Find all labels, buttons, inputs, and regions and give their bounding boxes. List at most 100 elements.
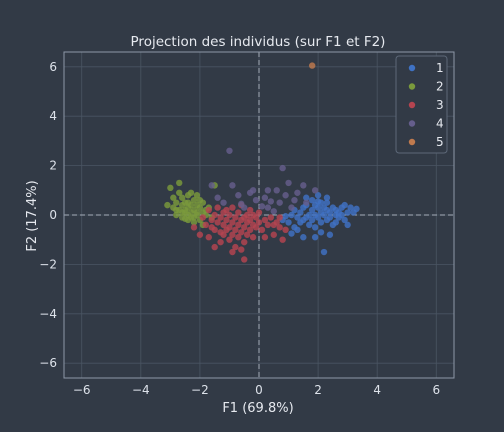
scatter-point-series-1 [300, 234, 307, 241]
x-axis-label: F1 (69.8%) [222, 401, 293, 416]
x-tick-label: 2 [314, 383, 322, 397]
x-tick-label: −6 [73, 383, 91, 397]
scatter-point-series-3 [235, 234, 242, 241]
scatter-point-series-2 [176, 189, 183, 196]
scatter-point-series-1 [344, 209, 351, 216]
scatter-point-series-3 [235, 209, 242, 216]
scatter-point-series-1 [332, 219, 340, 226]
scatter-point-series-4 [279, 164, 286, 172]
scatter-point-series-1 [314, 204, 322, 211]
scatter-point-series-1 [326, 231, 334, 238]
y-tick-label: −2 [39, 257, 57, 271]
legend: 1 2 3 4 5 [395, 55, 448, 154]
scatter-point-series-3 [241, 238, 248, 246]
scatter-point-series-4 [300, 182, 307, 189]
scatter-point-series-3 [264, 221, 272, 229]
scatter-point-series-1 [353, 205, 360, 213]
scatter-point-series-3 [270, 231, 277, 238]
y-tick-labels: −6 −4 −2 0 2 4 6 [39, 60, 57, 370]
scatter-point-series-3 [246, 206, 254, 214]
scatter-point-series-1 [306, 221, 313, 229]
scatter-point-series-1 [326, 209, 334, 216]
scatter-point-series-4 [288, 204, 295, 211]
chart-title: Projection des individus (sur F1 et F2) [131, 34, 386, 50]
scatter-point-series-1 [320, 248, 328, 256]
scatter-point-series-3 [205, 234, 212, 241]
scatter-point-series-4 [235, 192, 242, 199]
scatter-point-series-3 [241, 256, 248, 263]
scatter-point-series-4 [261, 194, 269, 201]
scatter-point-series-3 [226, 211, 233, 219]
scatter-point-series-1 [306, 211, 313, 219]
scatter-point-series-1 [323, 199, 331, 206]
scatter-point-series-2 [167, 184, 174, 192]
scatter-point-series-4 [282, 192, 289, 199]
scatter-point-series-3 [226, 224, 233, 231]
scatter-point-series-4 [220, 199, 227, 206]
scatter-point-series-3 [249, 234, 257, 241]
scatter-point-series-3 [229, 231, 236, 238]
scatter-point-series-3 [223, 216, 230, 224]
scatter-point-series-1 [341, 216, 348, 224]
scatter-point-series-1 [314, 192, 322, 199]
scatter-point-series-3 [255, 209, 263, 216]
scatter-point-series-4 [270, 208, 277, 215]
scatter-point-series-3 [220, 231, 227, 238]
scatter-point-series-4 [264, 204, 272, 211]
scatter-point-series-1 [285, 219, 292, 226]
scatter-point-series-3 [232, 214, 239, 221]
y-tick-label: −4 [39, 307, 57, 321]
scatter-point-series-3 [267, 214, 275, 221]
scatter-point-series-4 [303, 199, 310, 206]
scatter-point-series-3 [211, 211, 218, 219]
scatter-point-series-1 [297, 209, 304, 216]
scatter-point-series-2 [181, 215, 189, 222]
scatter-point-series-3 [229, 204, 236, 211]
scatter-point-series-4 [276, 199, 283, 206]
scatter-point-series-3 [202, 221, 210, 229]
y-axis-label: F2 (17.4%) [25, 180, 40, 251]
scatter-point-series-2 [187, 189, 195, 196]
scatter-point-series-4 [267, 198, 275, 205]
scatter-point-series-3 [246, 226, 254, 234]
scatter-point-series-3 [243, 231, 251, 238]
scatter-point-series-3 [190, 224, 198, 231]
legend-label-series-4: 4 [436, 117, 444, 131]
scatter-point-series-4 [249, 187, 257, 194]
scatter-point-series-3 [232, 226, 239, 234]
legend-label-series-1: 1 [436, 61, 444, 75]
scatter-point-series-3 [229, 219, 236, 226]
scatter-point-series-3 [276, 214, 283, 221]
scatter-point-series-3 [208, 216, 215, 224]
y-tick-label: 0 [49, 208, 57, 222]
scatter-point-series-3 [243, 211, 251, 219]
x-tick-labels: −6 −4 −2 0 2 4 6 [73, 383, 440, 397]
scatter-point-series-3 [199, 214, 207, 221]
scatter-point-series-3 [211, 226, 218, 234]
scatter-point-series-1 [288, 211, 295, 219]
scatter-point-series-4 [264, 187, 272, 194]
legend-label-series-2: 2 [436, 80, 444, 94]
scatter-point-series-1 [341, 201, 348, 209]
scatter-point-series-3 [220, 221, 227, 229]
scatter-point-series-3 [214, 219, 221, 226]
scatter-point-series-2 [190, 196, 198, 204]
scatter-point-series-4 [291, 196, 298, 204]
scatter-point-series-4 [294, 189, 301, 196]
scatter-point-series-4 [208, 182, 215, 189]
scatter-point-series-3 [270, 221, 277, 229]
y-tick-label: −6 [39, 356, 57, 370]
scatter-point-series-2 [173, 206, 180, 214]
scatter-point-series-1 [288, 230, 295, 237]
legend-marker-series-2 [408, 83, 416, 90]
scatter-point-series-1 [317, 219, 325, 226]
scatter-point-series-1 [303, 194, 310, 201]
scatter-point-series-2 [170, 194, 177, 201]
x-tick-label: 4 [373, 383, 381, 397]
scatter-point-series-2 [190, 219, 198, 226]
x-tick-label: 6 [432, 383, 440, 397]
scatter-point-series-3 [246, 216, 254, 224]
legend-marker-series-1 [408, 64, 416, 72]
scatter-point-series-4 [252, 196, 260, 204]
scatter-point-series-2 [184, 199, 192, 206]
